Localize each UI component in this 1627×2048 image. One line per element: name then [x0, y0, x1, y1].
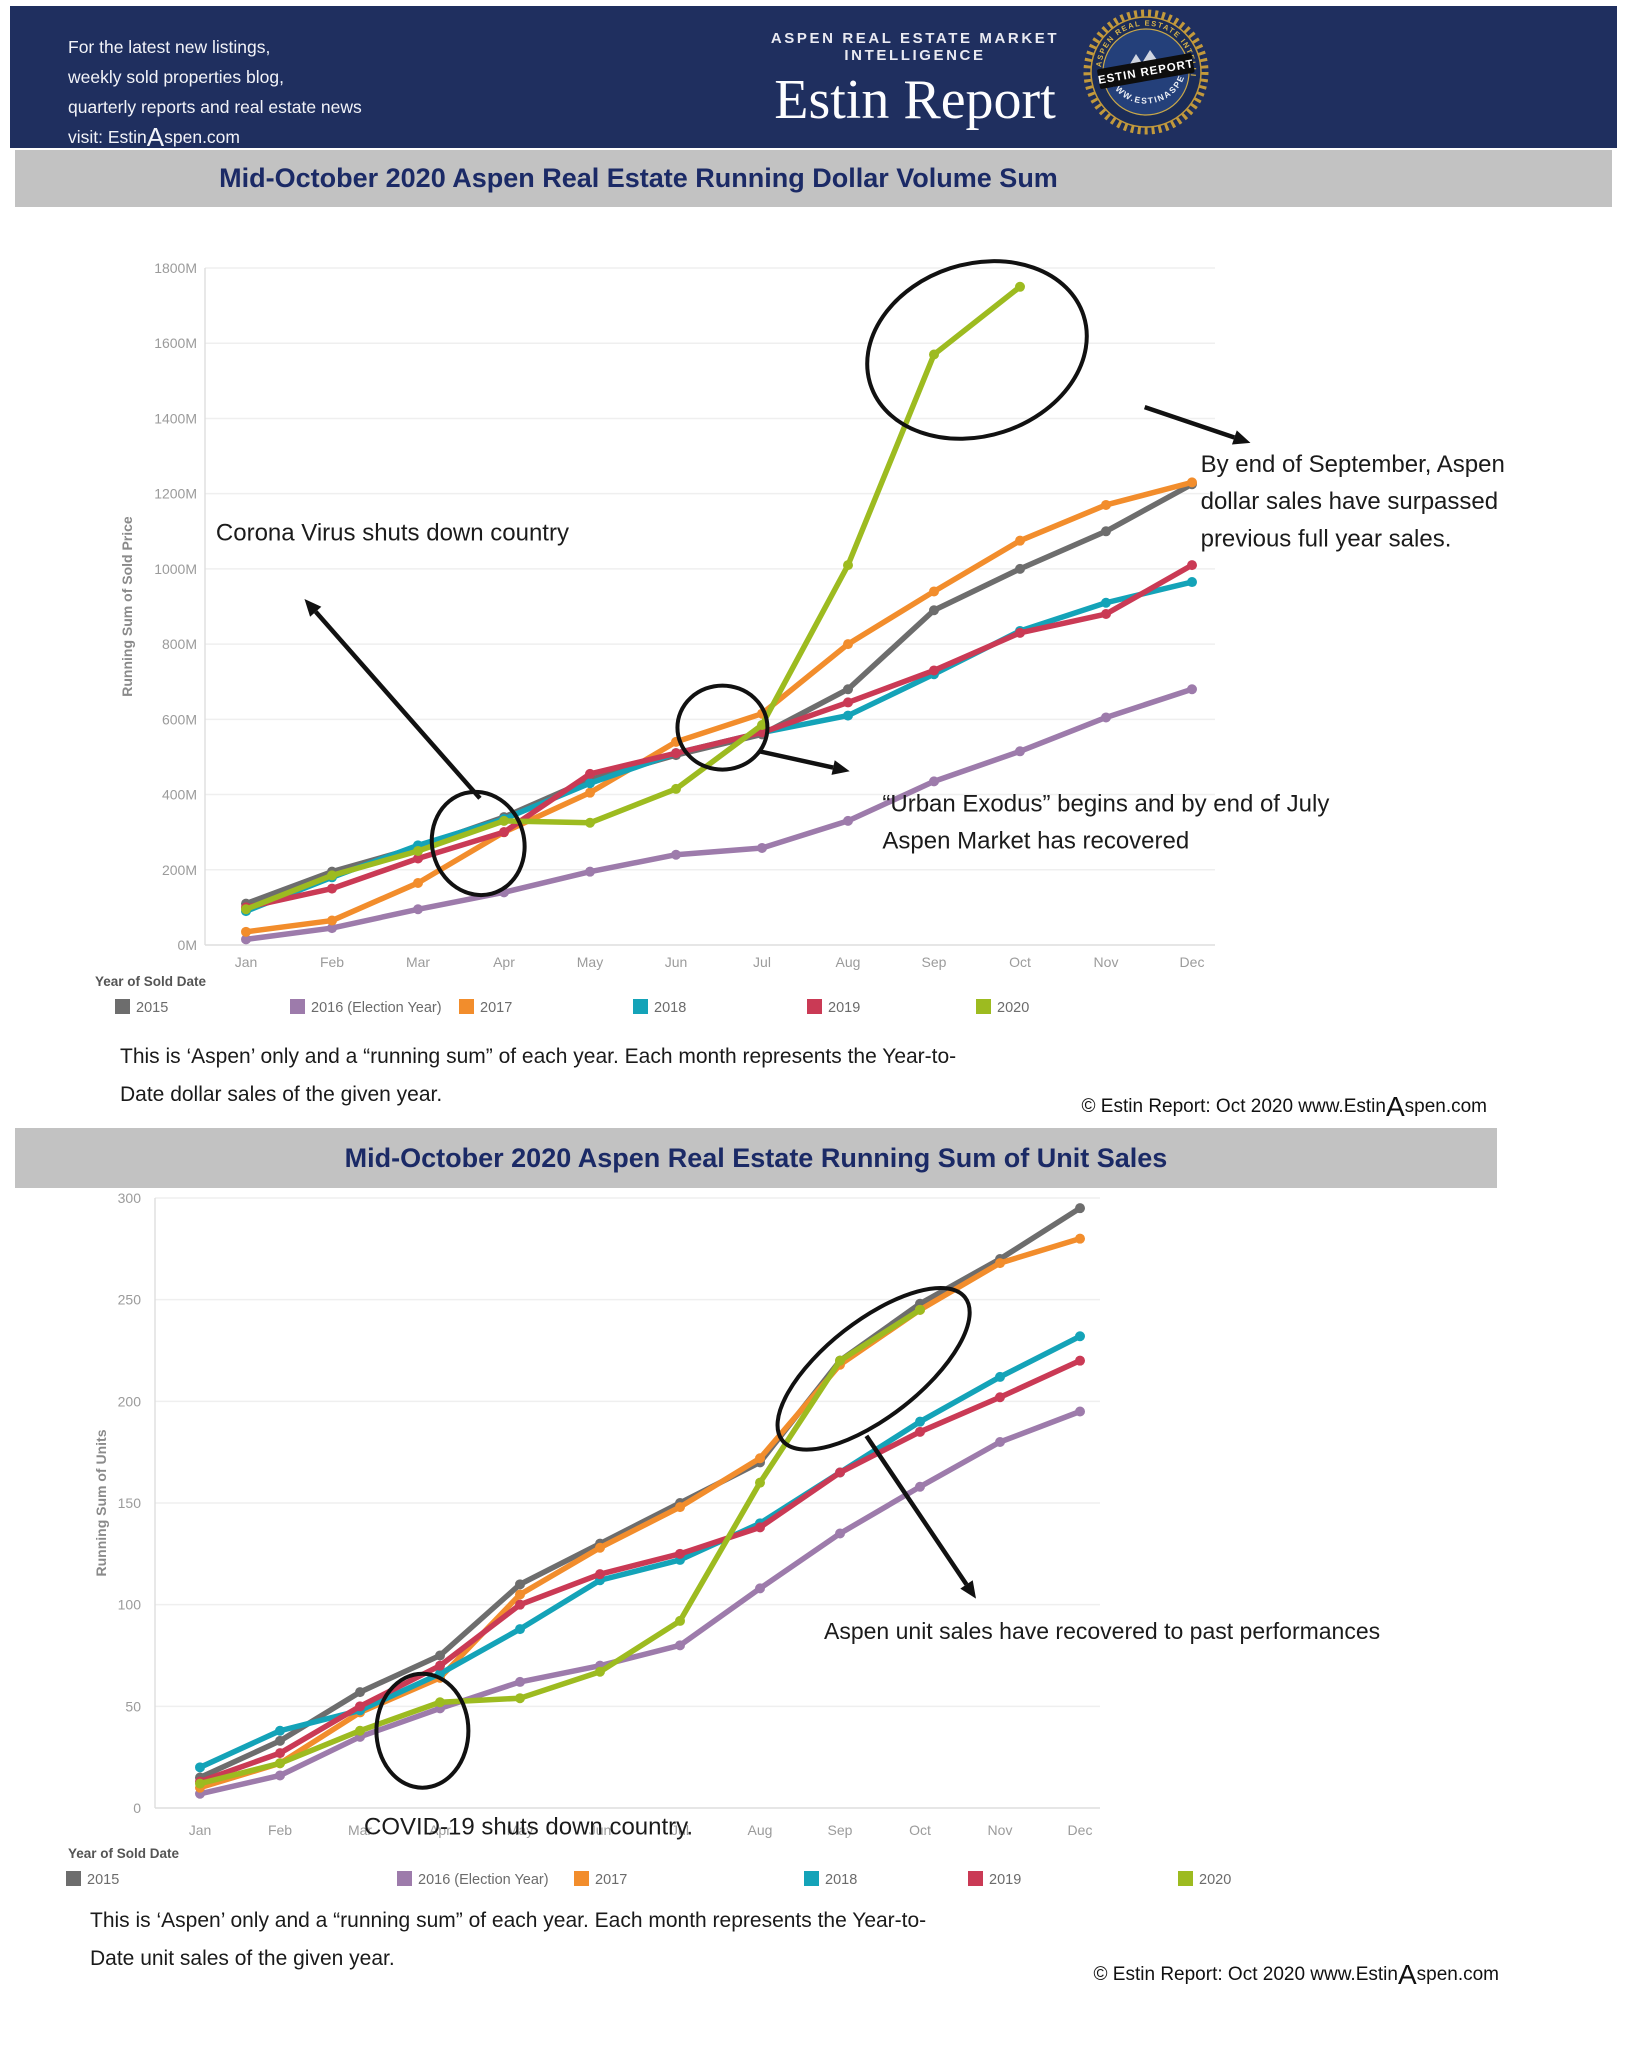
section-title: Mid-October 2020 Aspen Real Estate Runni…: [219, 163, 1058, 193]
svg-text:200: 200: [118, 1393, 142, 1409]
copyright-line[interactable]: © Estin Report: Oct 2020 www.EstinAspen.…: [1081, 1093, 1487, 1121]
svg-text:1200M: 1200M: [154, 486, 197, 502]
visit-text: visit: Estin: [68, 127, 147, 147]
svg-text:150: 150: [118, 1495, 142, 1511]
svg-text:2015: 2015: [87, 1872, 119, 1888]
brand-tagline: ASPEN REAL ESTATE MARKET INTELLIGENCE: [770, 30, 1060, 64]
svg-text:Aspen unit sales have recovere: Aspen unit sales have recovered to past …: [824, 1618, 1380, 1644]
svg-text:May: May: [577, 954, 603, 970]
svg-text:200M: 200M: [162, 862, 197, 878]
dollar-chart-caption: This is ‘Aspen’ only and a “running sum”…: [120, 1038, 956, 1114]
svg-text:300: 300: [118, 1192, 142, 1206]
visit-link[interactable]: visit: EstinAspen.com: [68, 122, 362, 152]
svg-text:Apr: Apr: [493, 954, 515, 970]
copyright-big-a: A: [1385, 1091, 1405, 1122]
copyright-text: © Estin Report: Oct 2020 www.Estin: [1093, 1964, 1398, 1985]
header-promo-text: For the latest new listings, weekly sold…: [68, 32, 362, 152]
svg-text:Jul: Jul: [753, 954, 771, 970]
svg-text:By end of September, Aspen: By end of September, Aspen: [1201, 451, 1505, 478]
copyright-text: spen.com: [1416, 1964, 1499, 1985]
brand-block: ASPEN REAL ESTATE MARKET INTELLIGENCE Es…: [700, 30, 1130, 132]
svg-text:Year of Sold Date: Year of Sold Date: [68, 1846, 180, 1861]
promo-line: For the latest new listings,: [68, 37, 271, 57]
svg-text:Aug: Aug: [748, 1822, 773, 1838]
dollar-volume-chart: 0M 200M 400M 600M 800M 1000M 1200M 1400M 1600M 18…: [95, 259, 1505, 1016]
svg-text:800M: 800M: [162, 636, 197, 652]
svg-text:Aug: Aug: [836, 954, 861, 970]
svg-text:Mar: Mar: [406, 954, 430, 970]
dollar-volume-title-bar: Mid-October 2020 Aspen Real Estate Runni…: [15, 150, 1612, 207]
estin-report-seal-logo: ASPEN REAL ESTATE INTELLIGENCE WWW.ESTIN…: [1082, 8, 1209, 135]
svg-text:“Urban Exodus” begins and by e: “Urban Exodus” begins and by end of July: [882, 790, 1329, 817]
svg-text:100: 100: [118, 1597, 142, 1613]
copyright-big-a: A: [1397, 1959, 1417, 1990]
svg-text:Dec: Dec: [1180, 954, 1205, 970]
copyright-text: © Estin Report: Oct 2020 www.Estin: [1081, 1096, 1386, 1117]
svg-text:Running Sum of Sold Price: Running Sum of Sold Price: [119, 516, 135, 697]
svg-text:COVID-19 shuts down country.: COVID-19 shuts down country.: [364, 1813, 693, 1840]
caption-line: This is ‘Aspen’ only and a “running sum”…: [120, 1045, 957, 1068]
svg-text:2019: 2019: [828, 1000, 860, 1016]
svg-text:0: 0: [133, 1800, 141, 1816]
svg-text:previous full year sales.: previous full year sales.: [1201, 525, 1452, 552]
svg-text:Sep: Sep: [828, 1822, 853, 1838]
svg-text:May: May: [507, 1822, 533, 1838]
promo-line: quarterly reports and real estate news: [68, 97, 362, 117]
svg-text:1600M: 1600M: [154, 335, 197, 351]
caption-line: Date dollar sales of the given year.: [120, 1083, 443, 1106]
svg-text:Jul: Jul: [671, 1822, 689, 1838]
header: For the latest new listings, weekly sold…: [10, 6, 1617, 150]
svg-text:Nov: Nov: [988, 1822, 1013, 1838]
svg-text:Apr: Apr: [429, 1822, 451, 1838]
brand-title: Estin Report: [774, 69, 1056, 131]
svg-text:2017: 2017: [480, 1000, 512, 1016]
copyright-text: spen.com: [1404, 1096, 1487, 1117]
svg-text:Corona Virus shuts down countr: Corona Virus shuts down country: [216, 520, 569, 547]
svg-text:2020: 2020: [997, 1000, 1029, 1016]
svg-text:Oct: Oct: [1009, 954, 1031, 970]
svg-text:Oct: Oct: [909, 1822, 931, 1838]
visit-big-a: A: [146, 122, 165, 152]
svg-text:400M: 400M: [162, 787, 197, 803]
svg-text:1400M: 1400M: [154, 410, 197, 426]
section-title: Mid-October 2020 Aspen Real Estate Runni…: [344, 1143, 1168, 1173]
svg-text:Jun: Jun: [665, 954, 688, 970]
svg-text:Feb: Feb: [320, 954, 344, 970]
svg-text:2019: 2019: [989, 1872, 1021, 1888]
svg-text:Year of Sold Date: Year of Sold Date: [95, 974, 207, 989]
svg-text:Running Sum of Units: Running Sum of Units: [93, 1429, 109, 1576]
unit-sales-title-bar: Mid-October 2020 Aspen Real Estate Runni…: [15, 1128, 1497, 1188]
svg-text:Nov: Nov: [1094, 954, 1119, 970]
svg-text:2016 (Election Year): 2016 (Election Year): [311, 1000, 442, 1016]
svg-text:2018: 2018: [825, 1872, 857, 1888]
svg-text:2016 (Election Year): 2016 (Election Year): [418, 1872, 549, 1888]
svg-text:1800M: 1800M: [154, 260, 197, 276]
svg-text:2015: 2015: [136, 1000, 168, 1016]
svg-text:Feb: Feb: [268, 1822, 292, 1838]
svg-text:250: 250: [118, 1292, 142, 1308]
svg-text:2020: 2020: [1199, 1872, 1231, 1888]
copyright-line[interactable]: © Estin Report: Oct 2020 www.EstinAspen.…: [1093, 1961, 1499, 1989]
unit-sales-chart: 0 50 100 150 200 250 300 Jan Feb Mar Apr May Jun Jul A…: [66, 1192, 1380, 1888]
svg-text:600M: 600M: [162, 711, 197, 727]
svg-text:dollar sales have surpassed: dollar sales have surpassed: [1201, 488, 1499, 515]
promo-line: weekly sold properties blog,: [68, 67, 284, 87]
svg-text:Jan: Jan: [189, 1822, 212, 1838]
svg-text:Jan: Jan: [235, 954, 258, 970]
svg-text:Mar: Mar: [348, 1822, 372, 1838]
svg-text:50: 50: [125, 1698, 141, 1714]
caption-line: Date unit sales of the given year.: [90, 1947, 395, 1970]
unit-chart-caption: This is ‘Aspen’ only and a “running sum”…: [90, 1902, 926, 1978]
svg-text:Sep: Sep: [922, 954, 947, 970]
visit-text: spen.com: [164, 127, 240, 147]
svg-text:Jun: Jun: [589, 1822, 612, 1838]
svg-text:Dec: Dec: [1068, 1822, 1093, 1838]
svg-text:Aspen Market has recovered: Aspen Market has recovered: [882, 828, 1189, 855]
caption-line: This is ‘Aspen’ only and a “running sum”…: [90, 1909, 927, 1932]
svg-text:1000M: 1000M: [154, 561, 197, 577]
svg-text:2017: 2017: [595, 1872, 627, 1888]
svg-text:0M: 0M: [178, 937, 197, 953]
svg-text:2018: 2018: [654, 1000, 686, 1016]
